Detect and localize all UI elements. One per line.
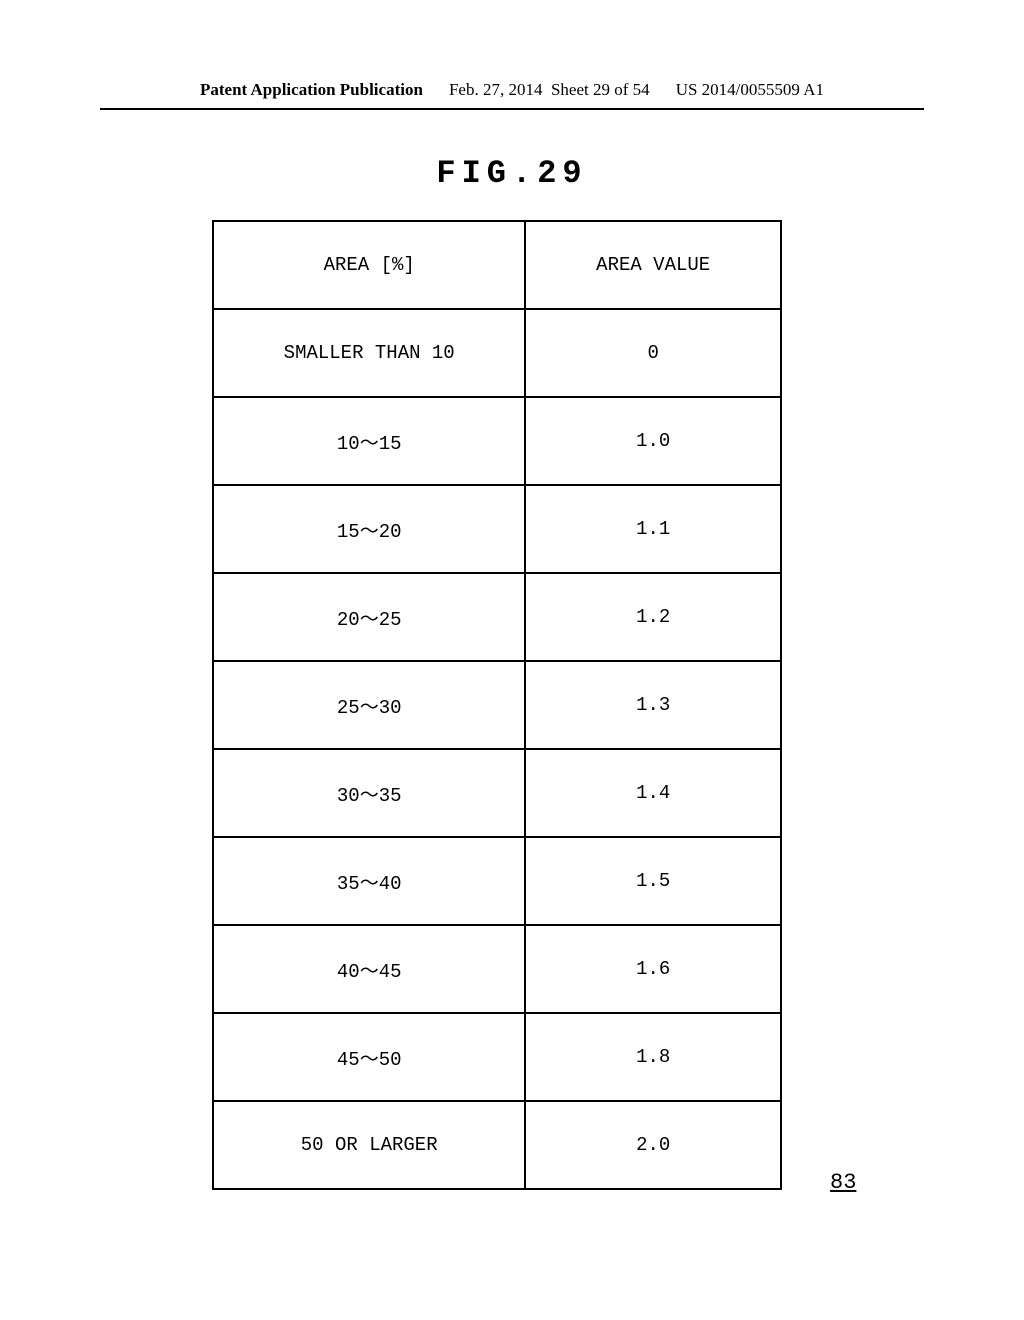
column-header-area: AREA [%] <box>213 221 525 309</box>
table-body: SMALLER THAN 10 0 10～15 1.0 15～20 1.1 20… <box>213 309 781 1189</box>
column-header-value: AREA VALUE <box>525 221 781 309</box>
value-cell: 1.3 <box>525 661 781 749</box>
area-cell: 35～40 <box>213 837 525 925</box>
table-row: 20～25 1.2 <box>213 573 781 661</box>
table-row: 25～30 1.3 <box>213 661 781 749</box>
area-value-table-container: AREA [%] AREA VALUE SMALLER THAN 10 0 10… <box>212 220 782 1190</box>
table-row: 40～45 1.6 <box>213 925 781 1013</box>
value-cell: 1.0 <box>525 397 781 485</box>
table-row: 45～50 1.8 <box>213 1013 781 1101</box>
area-cell: 25～30 <box>213 661 525 749</box>
area-cell: 10～15 <box>213 397 525 485</box>
page-header: Patent Application Publication Feb. 27, … <box>100 80 924 110</box>
value-cell: 0 <box>525 309 781 397</box>
area-cell: 15～20 <box>213 485 525 573</box>
area-cell: 50 OR LARGER <box>213 1101 525 1189</box>
table-row: 10～15 1.0 <box>213 397 781 485</box>
value-cell: 1.6 <box>525 925 781 1013</box>
value-cell: 1.5 <box>525 837 781 925</box>
value-cell: 1.4 <box>525 749 781 837</box>
area-cell: 20～25 <box>213 573 525 661</box>
publication-number: US 2014/0055509 A1 <box>676 80 824 100</box>
value-cell: 2.0 <box>525 1101 781 1189</box>
value-cell: 1.1 <box>525 485 781 573</box>
area-cell: 40～45 <box>213 925 525 1013</box>
publication-date: Feb. 27, 2014 <box>449 80 543 99</box>
value-cell: 1.2 <box>525 573 781 661</box>
value-cell: 1.8 <box>525 1013 781 1101</box>
area-value-table: AREA [%] AREA VALUE SMALLER THAN 10 0 10… <box>212 220 782 1190</box>
date-and-sheet: Feb. 27, 2014 Sheet 29 of 54 <box>449 80 650 100</box>
figure-reference-number: 83 <box>830 1170 856 1195</box>
publication-type: Patent Application Publication <box>200 80 423 100</box>
table-row: SMALLER THAN 10 0 <box>213 309 781 397</box>
figure-title: FIG.29 <box>0 155 1024 192</box>
table-row: 15～20 1.1 <box>213 485 781 573</box>
table-header-row: AREA [%] AREA VALUE <box>213 221 781 309</box>
area-cell: SMALLER THAN 10 <box>213 309 525 397</box>
table-row: 30～35 1.4 <box>213 749 781 837</box>
area-cell: 45～50 <box>213 1013 525 1101</box>
area-cell: 30～35 <box>213 749 525 837</box>
table-row: 50 OR LARGER 2.0 <box>213 1101 781 1189</box>
table-row: 35～40 1.5 <box>213 837 781 925</box>
sheet-info: Sheet 29 of 54 <box>551 80 650 99</box>
